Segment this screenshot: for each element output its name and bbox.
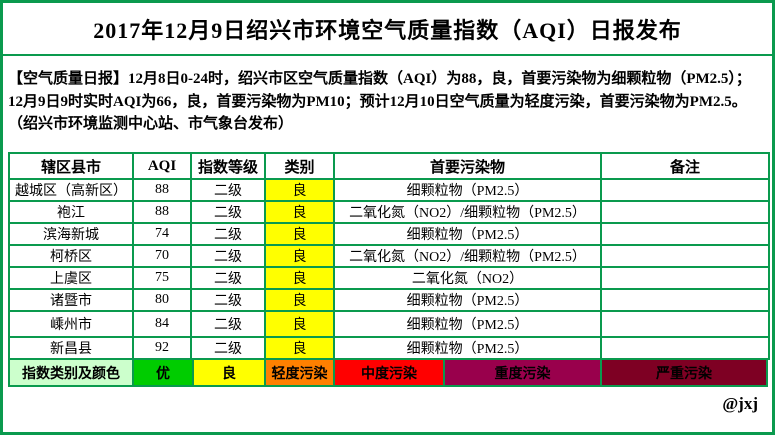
category-cell: 良: [264, 288, 335, 312]
district-cell: 上虞区: [8, 266, 134, 290]
category-cell: 良: [264, 200, 335, 224]
grade-cell: 二级: [190, 200, 266, 224]
aqi-cell: 74: [132, 222, 192, 246]
aqi-cell: 88: [132, 200, 192, 224]
district-cell: 新昌县: [8, 336, 134, 360]
aqi-cell: 92: [132, 336, 192, 360]
grade-cell: 二级: [190, 244, 266, 268]
category-cell: 良: [264, 336, 335, 360]
col-header-aqi: AQI: [132, 152, 192, 180]
note-cell: [600, 178, 770, 202]
pollutant-cell: 细颗粒物（PM2.5）: [333, 310, 602, 338]
table-row: 袍江 88 二级 良 二氧化氮（NO2）/细颗粒物（PM2.5）: [8, 200, 770, 224]
col-header-district: 辖区县市: [8, 152, 134, 180]
district-cell: 滨海新城: [8, 222, 134, 246]
district-cell: 嵊州市: [8, 310, 134, 338]
category-cell: 良: [264, 266, 335, 290]
col-header-pollutant: 首要污染物: [333, 152, 602, 180]
table-row: 新昌县 92 二级 良 细颗粒物（PM2.5）: [8, 336, 770, 360]
watermark: @jxj: [722, 393, 758, 413]
category-cell: 良: [264, 244, 335, 268]
legend-title: 指数类别及颜色: [10, 360, 134, 385]
pollutant-cell: 二氧化氮（NO2）/细颗粒物（PM2.5）: [333, 200, 602, 224]
legend-row: 指数类别及颜色 优 良 轻度污染 中度污染 重度污染 严重污染: [8, 360, 768, 387]
grade-cell: 二级: [190, 222, 266, 246]
table-header-row: 辖区县市 AQI 指数等级 类别 首要污染物 备注: [8, 152, 770, 180]
grade-cell: 二级: [190, 310, 266, 338]
pollutant-cell: 二氧化氮（NO2）: [333, 266, 602, 290]
legend-item-moderate-pollution: 中度污染: [335, 360, 445, 385]
table-row: 诸暨市 80 二级 良 细颗粒物（PM2.5）: [8, 288, 770, 312]
aqi-cell: 80: [132, 288, 192, 312]
legend-item-excellent: 优: [134, 360, 194, 385]
category-cell: 良: [264, 178, 335, 202]
note-cell: [600, 244, 770, 268]
bulletin-text: 【空气质量日报】12月8日0-24时，绍兴市区空气质量指数（AQI）为88，良，…: [8, 71, 751, 132]
district-cell: 诸暨市: [8, 288, 134, 312]
footer: @jxj: [3, 387, 772, 420]
aqi-cell: 88: [132, 178, 192, 202]
table-row: 滨海新城 74 二级 良 细颗粒物（PM2.5）: [8, 222, 770, 246]
pollutant-cell: 细颗粒物（PM2.5）: [333, 336, 602, 360]
note-cell: [600, 288, 770, 312]
district-cell: 柯桥区: [8, 244, 134, 268]
district-cell: 越城区（高新区）: [8, 178, 134, 202]
grade-cell: 二级: [190, 288, 266, 312]
aqi-cell: 70: [132, 244, 192, 268]
table-row: 柯桥区 70 二级 良 二氧化氮（NO2）/细颗粒物（PM2.5）: [8, 244, 770, 268]
category-cell: 良: [264, 310, 335, 338]
aqi-table: 辖区县市 AQI 指数等级 类别 首要污染物 备注 越城区（高新区） 88 二级…: [8, 152, 770, 360]
category-cell: 良: [264, 222, 335, 246]
pollutant-cell: 细颗粒物（PM2.5）: [333, 222, 602, 246]
note-cell: [600, 200, 770, 224]
note-cell: [600, 222, 770, 246]
pollutant-cell: 细颗粒物（PM2.5）: [333, 178, 602, 202]
note-cell: [600, 336, 770, 360]
pollutant-cell: 二氧化氮（NO2）/细颗粒物（PM2.5）: [333, 244, 602, 268]
table-row: 嵊州市 84 二级 良 细颗粒物（PM2.5）: [8, 310, 770, 338]
col-header-category: 类别: [264, 152, 335, 180]
note-cell: [600, 266, 770, 290]
grade-cell: 二级: [190, 336, 266, 360]
note-cell: [600, 310, 770, 338]
legend-item-light-pollution: 轻度污染: [266, 360, 335, 385]
legend-item-severe-pollution: 严重污染: [602, 360, 766, 385]
page-title: 2017年12月9日绍兴市环境空气质量指数（AQI）日报发布: [3, 3, 772, 56]
grade-cell: 二级: [190, 178, 266, 202]
col-header-grade: 指数等级: [190, 152, 266, 180]
district-cell: 袍江: [8, 200, 134, 224]
legend-item-heavy-pollution: 重度污染: [445, 360, 602, 385]
grade-cell: 二级: [190, 266, 266, 290]
table-row: 上虞区 75 二级 良 二氧化氮（NO2）: [8, 266, 770, 290]
aqi-cell: 84: [132, 310, 192, 338]
table-row: 越城区（高新区） 88 二级 良 细颗粒物（PM2.5）: [8, 178, 770, 202]
legend-item-good: 良: [194, 360, 266, 385]
col-header-note: 备注: [600, 152, 770, 180]
pollutant-cell: 细颗粒物（PM2.5）: [333, 288, 602, 312]
aqi-cell: 75: [132, 266, 192, 290]
